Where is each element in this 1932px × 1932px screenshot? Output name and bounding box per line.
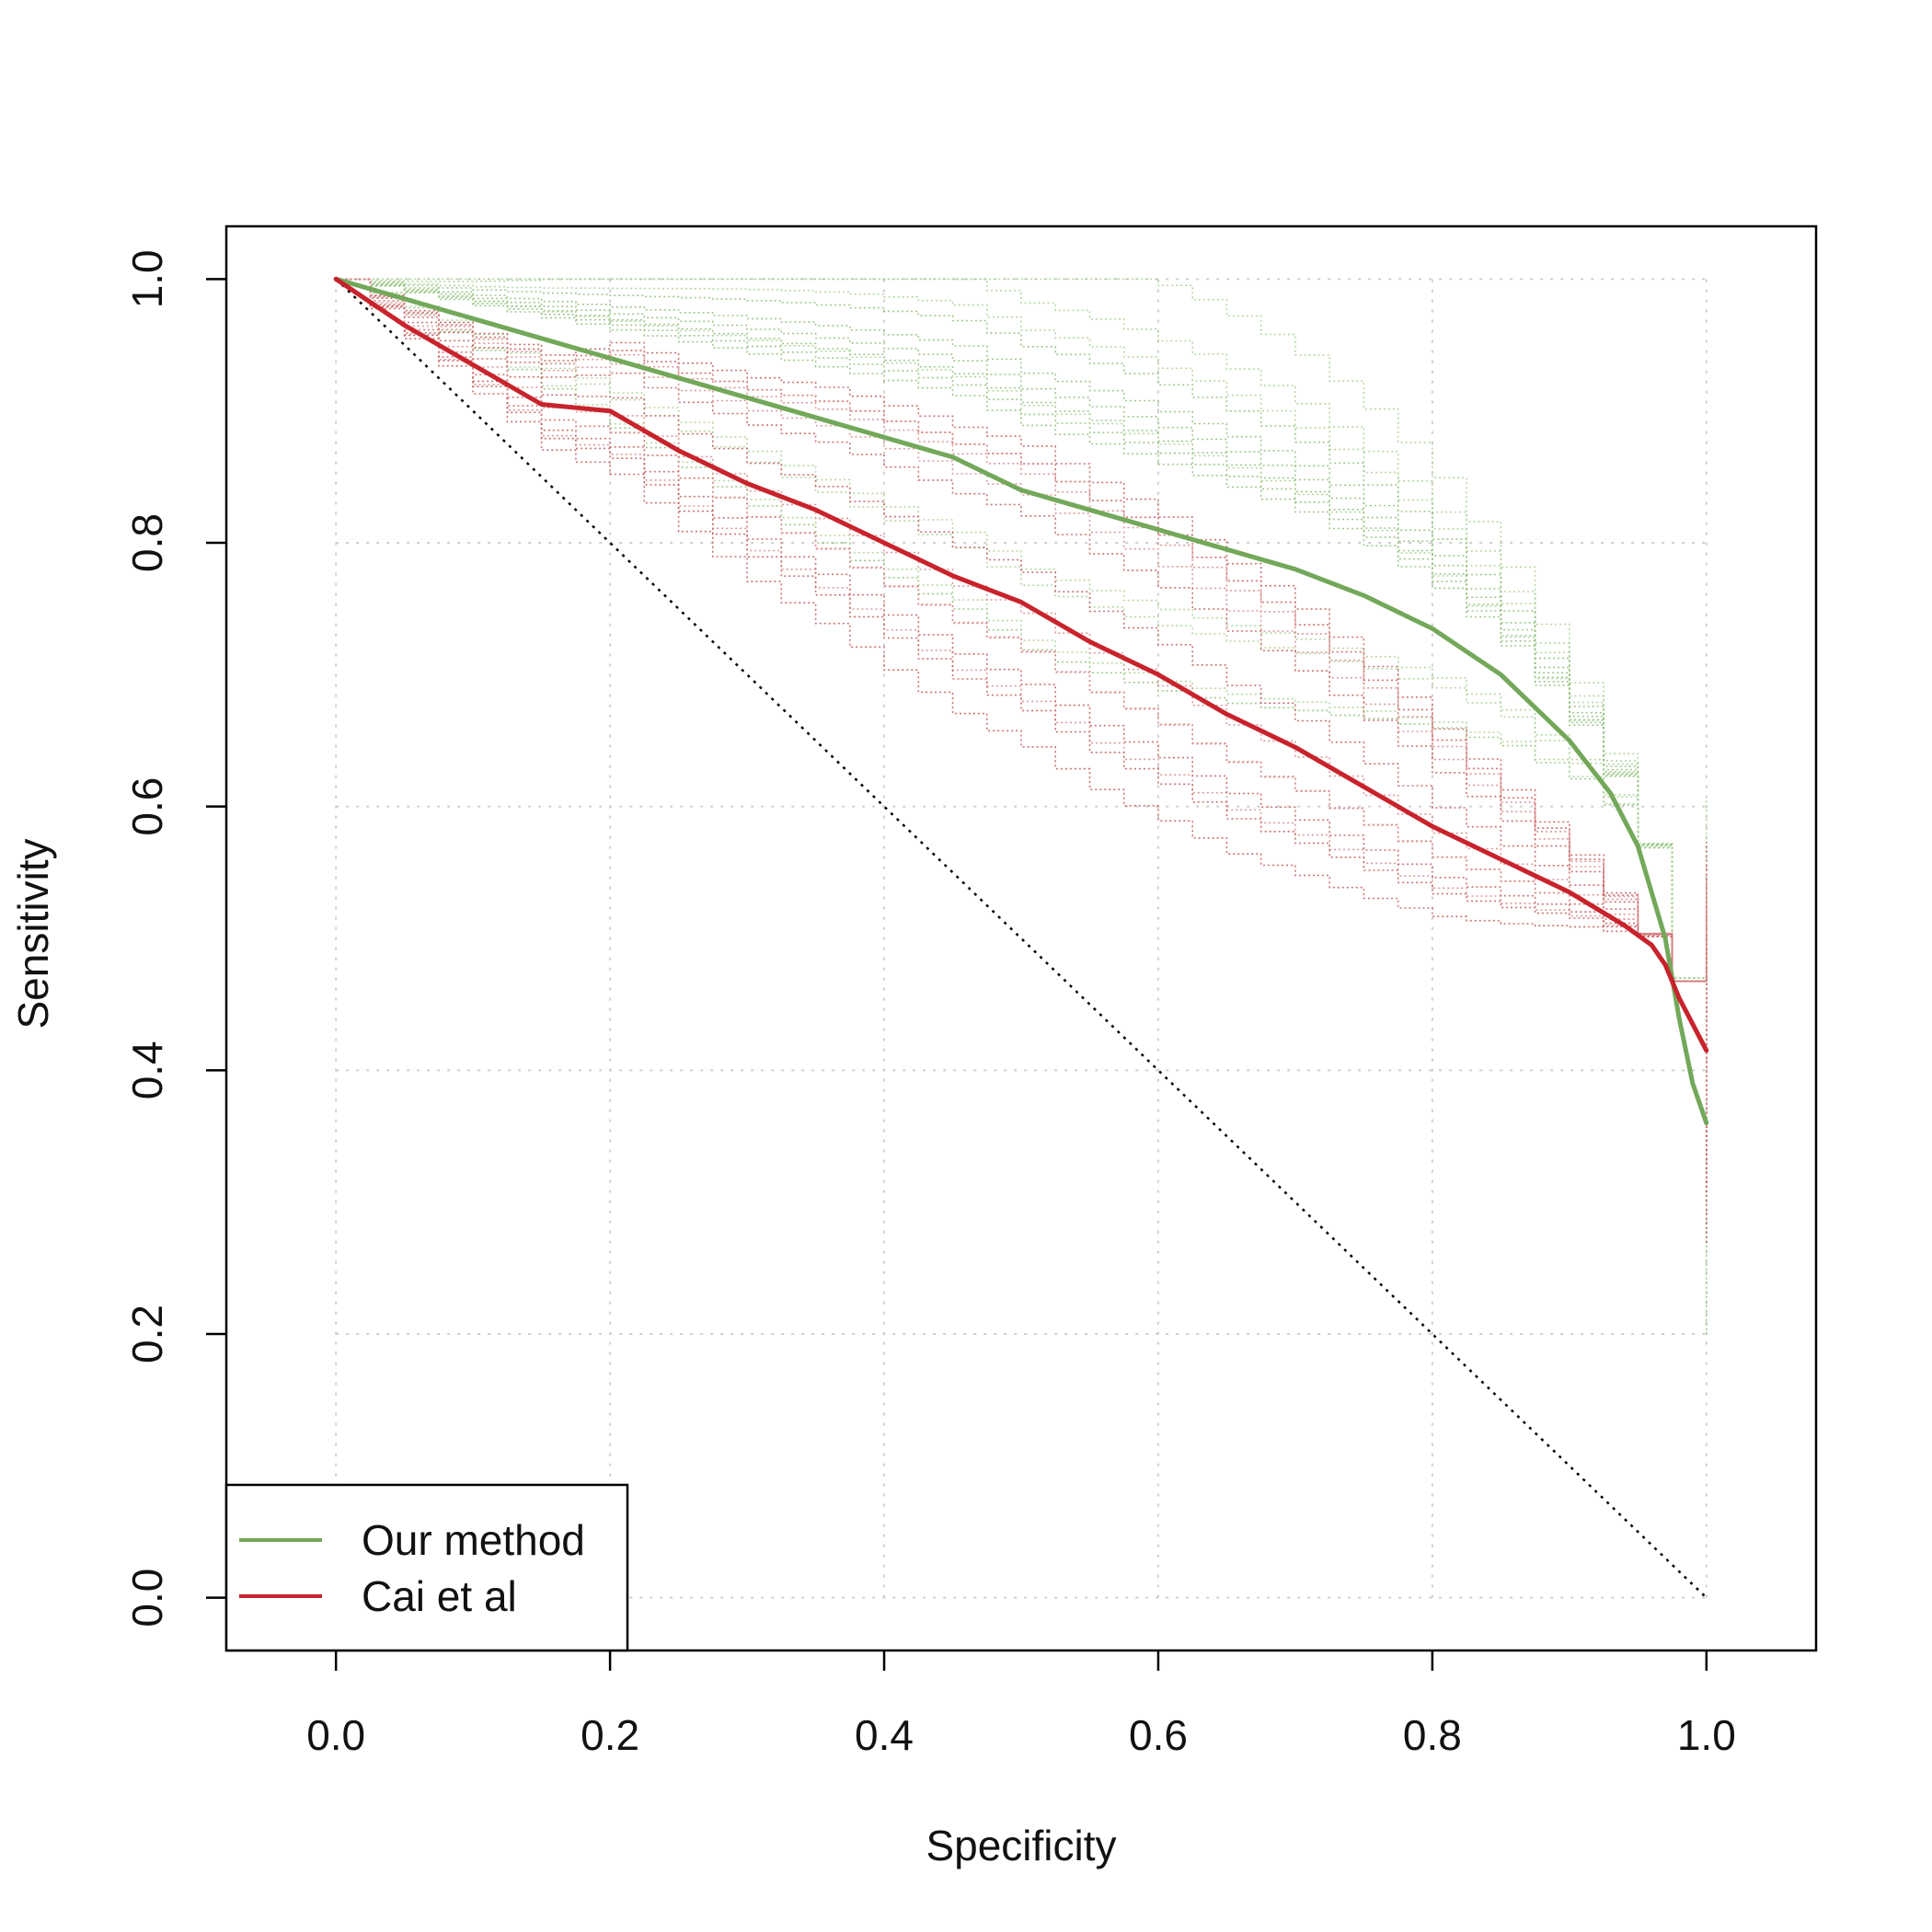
bootstrap-curve: [336, 278, 1708, 1117]
series-lines: [333, 276, 1709, 1126]
x-tick-label: 1.0: [1677, 1711, 1736, 1759]
bootstrap-curve: [336, 278, 1708, 983]
x-tick-label: 0.0: [306, 1711, 365, 1759]
bootstrap-curve: [336, 278, 1708, 983]
bootstrap-curves: [336, 278, 1708, 1337]
series-line-1: [333, 276, 1709, 1053]
bootstrap-curve: [336, 278, 1708, 1337]
x-tick-label: 0.6: [1129, 1711, 1188, 1759]
bootstrap-curve: [336, 278, 1708, 1229]
x-axis: 0.0 0.2 0.4 0.6 0.8 1.0: [306, 1650, 1736, 1759]
bootstrap-curve: [336, 278, 1708, 1161]
bootstrap-curve: [336, 278, 1708, 979]
y-tick-label: 1.0: [123, 249, 171, 308]
y-tick-label: 0.8: [123, 513, 171, 572]
bootstrap-curve: [336, 278, 1708, 1011]
bootstrap-curve: [336, 278, 1708, 979]
x-tick-label: 0.4: [855, 1711, 914, 1759]
legend: Our method Cai et al: [224, 1483, 629, 1652]
legend-label-cai-et-al: Cai et al: [362, 1572, 517, 1620]
bootstrap-curve: [336, 278, 1708, 979]
y-tick-label: 0.2: [123, 1305, 171, 1363]
y-tick-label: 0.4: [123, 1041, 171, 1099]
plot-frame: [224, 224, 1818, 1652]
bootstrap-curve: [336, 278, 1708, 983]
series-line-0: [333, 276, 1709, 1126]
bootstrap-curve: [336, 278, 1708, 1245]
bootstrap-curve: [336, 278, 1708, 1196]
bootstrap-curve: [336, 278, 1708, 983]
legend-box: [224, 1483, 629, 1652]
bootstrap-curve: [336, 278, 1708, 983]
y-axis-title: Sensitivity: [9, 838, 57, 1029]
legend-label-our-method: Our method: [362, 1516, 585, 1564]
bootstrap-curve: [336, 278, 1708, 1037]
bootstrap-curve: [336, 278, 1708, 979]
y-tick-label: 0.6: [123, 777, 171, 836]
bootstrap-curve: [336, 278, 1708, 988]
y-axis: 0.0 0.2 0.4 0.6 0.8 1.0: [123, 249, 226, 1627]
y-tick-label: 0.0: [123, 1569, 171, 1627]
x-tick-label: 0.2: [581, 1711, 639, 1759]
x-tick-label: 0.8: [1403, 1711, 1462, 1759]
x-axis-title: Specificity: [926, 1822, 1116, 1869]
chance-diagonal: [335, 278, 1708, 1599]
bootstrap-curve: [336, 278, 1708, 1324]
